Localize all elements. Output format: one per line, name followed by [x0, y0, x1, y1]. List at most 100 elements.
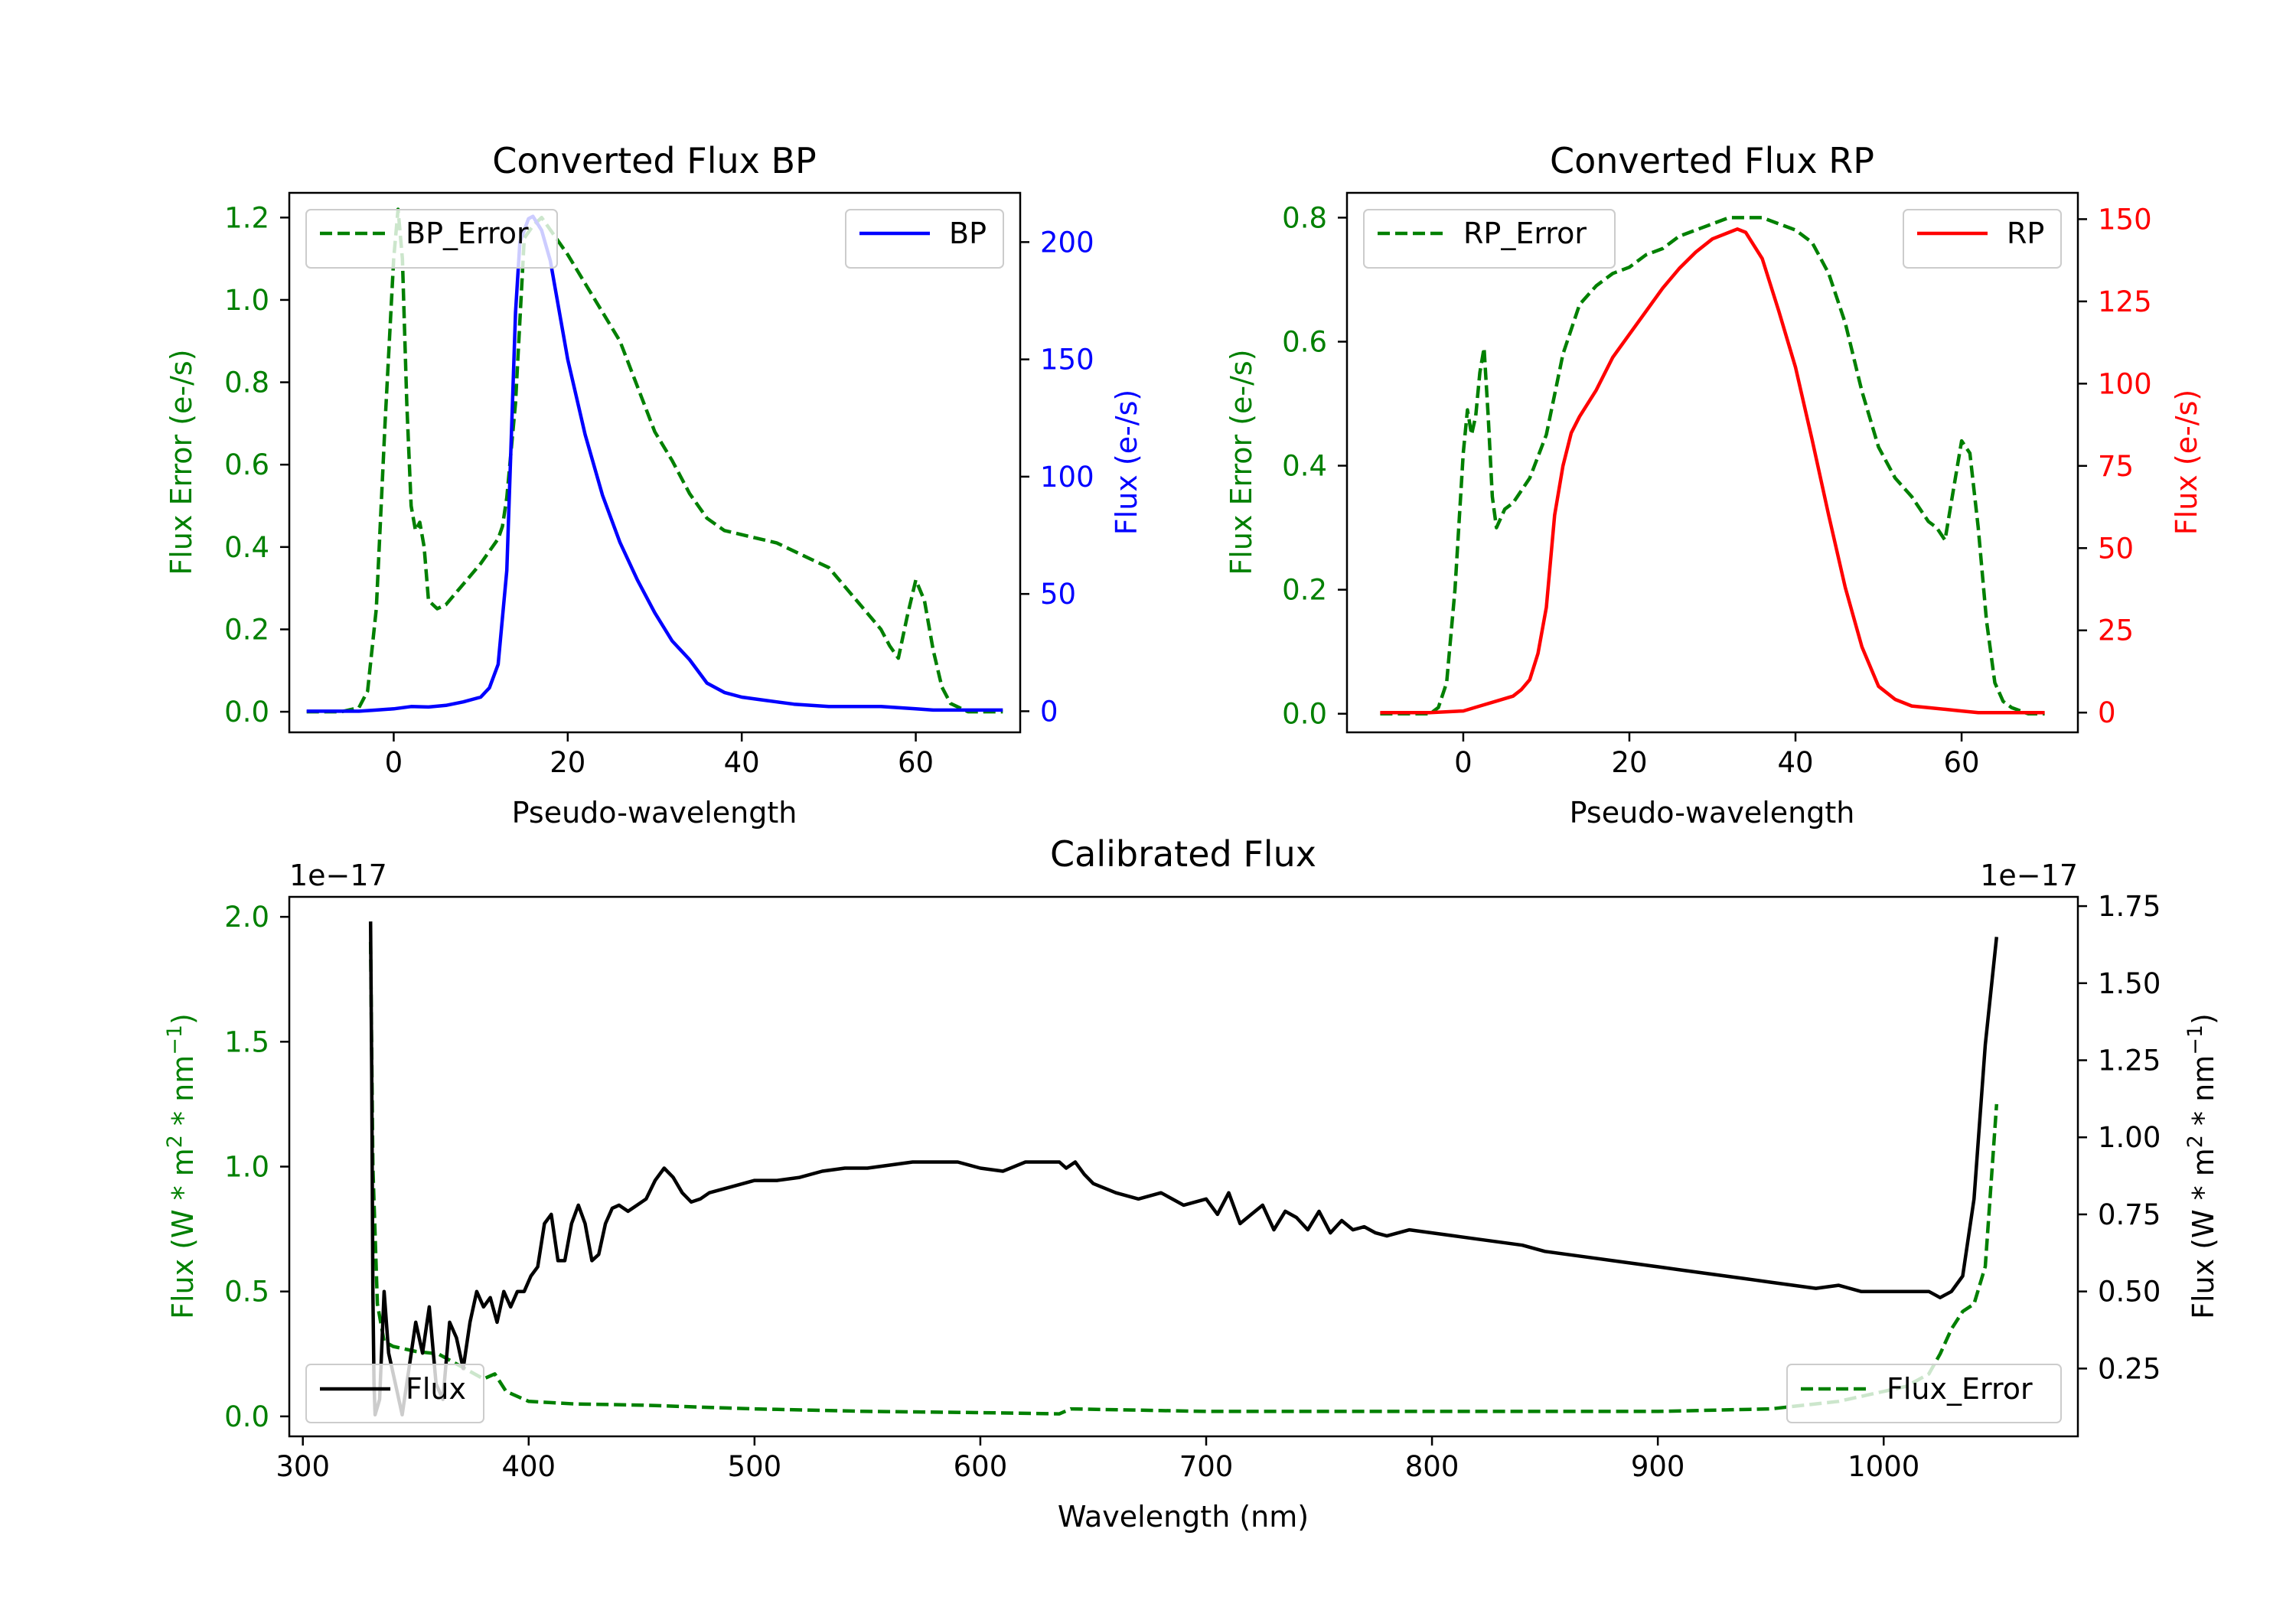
cal-right-tick-label: 1.25 [2098, 1045, 2161, 1077]
bp-right-tick-label: 100 [1040, 461, 1094, 494]
rp-right-tick-label: 125 [2098, 285, 2152, 318]
bp-right-ticks: 0 50 100 150 200 [1020, 226, 1094, 728]
rp-x-axis-label: Pseudo-wavelength [1570, 796, 1855, 830]
calibrated-legend-error-box [1786, 1364, 2062, 1423]
rp-left-tick-label: 0.2 [1282, 574, 1327, 607]
rp-x-tick-label: 20 [1611, 746, 1647, 779]
calibrated-legend-error[interactable]: Flux_Error [1786, 1364, 2062, 1423]
bp-legend-error[interactable]: BP_Error [305, 209, 558, 269]
bp-x-axis-label: Pseudo-wavelength [512, 796, 797, 830]
calibrated-legend-flux[interactable]: Flux [305, 1364, 484, 1423]
calibrated-legend-error-label: Flux_Error [1887, 1372, 2033, 1406]
calibrated-right-axis-label-sup2: 2 [2183, 1135, 2207, 1148]
bp-left-tick-label: 0.2 [224, 613, 269, 646]
calibrated-left-ticks: 0.0 0.5 1.0 1.5 2.0 [224, 901, 289, 1433]
bp-left-tick-label: 0.8 [224, 367, 269, 399]
bp-left-tick-label: 0.0 [224, 696, 269, 729]
rp-x-ticks: 0 20 40 60 [1454, 732, 1980, 779]
calibrated-right-axis-label-mid: * nm [2187, 1055, 2220, 1135]
rp-left-tick-label: 0.0 [1282, 698, 1327, 731]
calibrated-flux-layer [368, 921, 1999, 1417]
calibrated-legend-flux-label: Flux [406, 1372, 466, 1406]
bp-x-tick-label: 0 [385, 746, 403, 779]
cal-left-tick-label: 1.5 [224, 1025, 269, 1058]
bp-bp-error-line [306, 207, 1003, 714]
bp-left-tick-label: 1.0 [224, 284, 269, 317]
bp-error-layer [306, 207, 1003, 714]
bp-left-axis-label: Flux Error (e-/s) [165, 349, 198, 575]
bp-legend-error-label: BP_Error [406, 217, 529, 250]
bp-legend-flux[interactable]: BP [845, 209, 1004, 269]
rp-x-tick-label: 0 [1454, 746, 1473, 779]
rp-plot-area [1380, 216, 2045, 715]
rp-right-tick-label: 150 [2098, 203, 2152, 236]
cal-right-tick-label: 0.50 [2098, 1276, 2161, 1309]
calibrated-left-axis-label-start: Flux (W * m [166, 1148, 200, 1319]
rp-right-tick-label: 0 [2098, 696, 2116, 729]
cal-right-tick-label: 0.75 [2098, 1198, 2161, 1231]
calibrated-left-axis-label-mid: * nm [166, 1055, 200, 1135]
cal-left-tick-label: 0.0 [224, 1400, 269, 1433]
bp-left-ticks: 0.0 0.2 0.4 0.6 0.8 1.0 1.2 [224, 201, 289, 729]
cal-right-tick-label: 0.25 [2098, 1352, 2161, 1385]
rp-left-ticks: 0.0 0.2 0.4 0.6 0.8 [1282, 201, 1347, 731]
cal-x-tick-label: 500 [728, 1450, 782, 1483]
bp-right-tick-label: 50 [1040, 578, 1076, 611]
calibrated-left-axis-label-sup1: −1 [163, 1025, 187, 1055]
rp-flux-layer [1380, 227, 2045, 715]
rp-left-tick-label: 0.6 [1282, 325, 1327, 358]
bp-bp-line [306, 214, 1003, 713]
calibrated-right-axis-label-sup1: −1 [2183, 1025, 2207, 1055]
bp-panel: Converted Flux BP 0 20 40 60 0.00.20.40.60.… [165, 140, 1143, 830]
rp-legend-flux[interactable]: RP [1903, 209, 2062, 269]
rp-left-axis-label: Flux Error (e-/s) [1225, 349, 1258, 575]
rp-x-tick-label: 40 [1777, 746, 1813, 779]
rp-right-axis-label: Flux (e-/s) [2170, 390, 2203, 535]
rp-error-layer [1380, 216, 2045, 715]
rp-legend-error-label: RP_Error [1463, 217, 1587, 250]
cal-left-tick-label: 1.0 [224, 1151, 269, 1184]
calibrated-legend-flux-box [305, 1364, 484, 1423]
calibrated-right-axis-label-end: ) [2187, 1013, 2220, 1025]
rp-right-tick-label: 50 [2098, 532, 2134, 565]
calibrated-right-axis-label-start: Flux (W * m [2187, 1148, 2220, 1319]
rp-right-tick-label: 25 [2098, 614, 2134, 647]
calibrated-x-ticks: 300 400 500 600 700 800 900 1000 [276, 1436, 1919, 1483]
bp-right-tick-label: 200 [1040, 226, 1094, 259]
calibrated-right-axis-label: Flux (W * m2 * nm−1) [2183, 1013, 2221, 1319]
rp-right-tick-label: 75 [2098, 450, 2134, 483]
rp-panel: Converted Flux RP 0 20 40 60 0.00.20.40.60.… [1225, 140, 2203, 830]
calibrated-x-axis-label: Wavelength (nm) [1058, 1500, 1309, 1534]
bp-left-tick-label: 0.6 [224, 448, 269, 481]
bp-axes-frame [288, 191, 1022, 734]
rp-legend-error[interactable]: RP_Error [1363, 209, 1616, 269]
cal-x-tick-label: 600 [954, 1450, 1008, 1483]
bp-title: Converted Flux BP [492, 140, 817, 181]
bp-x-ticks: 0 20 40 60 [385, 732, 934, 779]
rp-left-tick-label: 0.4 [1282, 450, 1327, 483]
cal-right-tick-label: 1.75 [2098, 890, 2161, 923]
bp-right-tick-label: 0 [1040, 695, 1058, 728]
rp-axes-frame [1345, 191, 2079, 734]
cal-x-tick-label: 1000 [1848, 1450, 1919, 1483]
bp-flux-layer [306, 214, 1003, 713]
bp-left-tick-label: 1.2 [224, 201, 269, 234]
cal-right-tick-label: 1.00 [2098, 1121, 2161, 1154]
bp-plot-area [306, 207, 1003, 714]
bp-legend-flux-box [845, 209, 1004, 269]
calibrated-title: Calibrated Flux [1050, 833, 1316, 875]
calibrated-left-axis-label: Flux (W * m2 * nm−1) [163, 1013, 201, 1319]
calibrated-right-ticks: 0.25 0.50 0.75 1.00 1.25 1.50 1.75 [2078, 890, 2161, 1385]
rp-rp-line [1380, 227, 2045, 715]
cal-x-tick-label: 800 [1405, 1450, 1459, 1483]
bp-legend-flux-label: BP [949, 217, 987, 250]
calibrated-left-offset-label: 1e−17 [289, 859, 387, 892]
cal-x-tick-label: 300 [276, 1450, 330, 1483]
calibrated-right-offset-label: 1e−17 [1980, 859, 2078, 892]
bp-right-tick-label: 150 [1040, 344, 1094, 376]
bp-right-axis-label: Flux (e-/s) [1110, 390, 1143, 535]
cal-x-tick-label: 400 [501, 1450, 556, 1483]
cal-x-tick-label: 700 [1179, 1450, 1234, 1483]
cal-left-tick-label: 2.0 [224, 901, 269, 934]
